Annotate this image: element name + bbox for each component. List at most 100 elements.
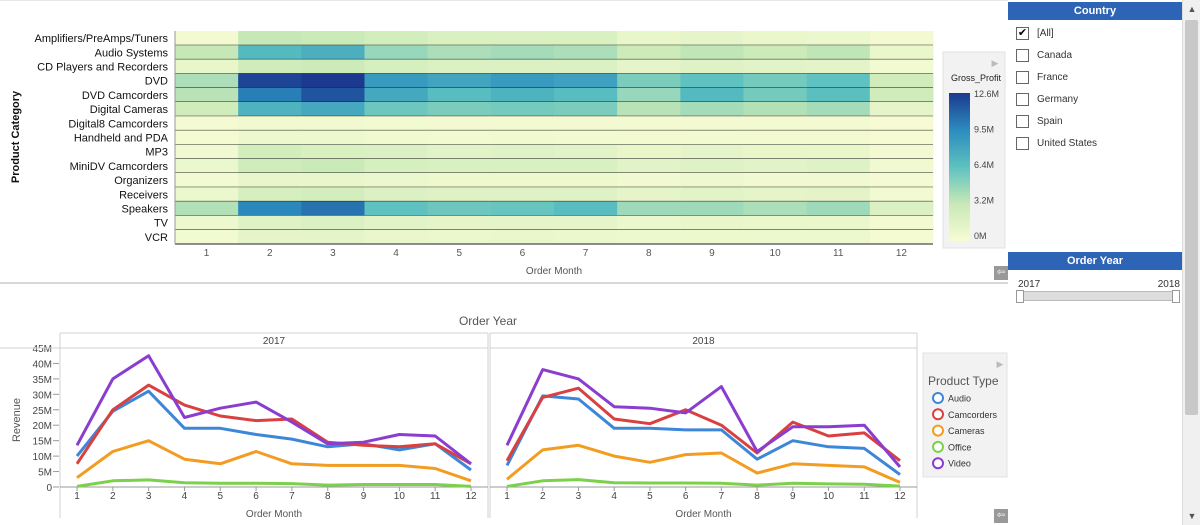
heatmap-cell [743, 229, 808, 245]
heatmap-cell [301, 144, 365, 160]
country-option[interactable]: ✔ [All] [1016, 22, 1176, 44]
heatmap-month-tick: 3 [330, 248, 336, 259]
heatmap-category-label: Organizers [114, 175, 168, 187]
heatmap-cell [238, 173, 302, 188]
revenue-back-icon[interactable]: ⇦ [994, 509, 1008, 523]
gross-profit-legend: ▶ Gross_Profit 12.6M 9.5M 6.4M 3.2M 0M [942, 51, 1006, 249]
revenue-y-tick: 0 [46, 483, 52, 494]
revenue-x-tick: 6 [253, 491, 259, 502]
heatmap-cell [554, 130, 618, 145]
revenue-x-tick: 9 [790, 491, 796, 502]
dashboard-canvas: Amplifiers/PreAmps/Tuners Audio Systems CD… [0, 0, 1008, 520]
checkbox-icon[interactable] [1016, 92, 1029, 106]
scroll-up-icon[interactable]: ▲ [1187, 4, 1197, 14]
heatmap-month-tick: 12 [896, 248, 908, 259]
heatmap-cell [301, 45, 365, 60]
revenue-x-tick: 11 [430, 491, 441, 502]
product-legend-swatch [932, 440, 944, 453]
heatmap-cell [427, 187, 492, 202]
heatmap-cell [364, 173, 429, 188]
heatmap-category-label: DVD Camcorders [82, 90, 169, 102]
heatmap-cell [617, 116, 681, 131]
revenue-series-line-camcorders [505, 386, 901, 462]
heatmap-cell [175, 158, 239, 174]
heatmap-month-tick: 1 [204, 248, 210, 259]
heatmap-month-tick: 4 [393, 248, 399, 259]
checkbox-icon[interactable] [1016, 136, 1029, 150]
heatmap-category-label: Digital8 Camcorders [68, 118, 168, 130]
scrollbar-thumb[interactable] [1185, 20, 1198, 415]
revenue-series-line-video [505, 368, 902, 468]
revenue-x-tick: 4 [182, 491, 188, 502]
heatmap-cell [301, 87, 365, 103]
checkbox-icon[interactable] [1016, 70, 1029, 84]
heatmap-cell [554, 215, 618, 231]
heatmap-cell [743, 116, 808, 131]
heatmap-cell [301, 158, 365, 174]
heatmap-cell [680, 116, 744, 131]
heatmap-category-label: CD Players and Recorders [37, 62, 168, 74]
heatmap-cell [743, 45, 808, 60]
heatmap-cell [490, 116, 555, 131]
heatmap-cell [554, 158, 618, 174]
heatmap-cell [806, 229, 871, 245]
heatmap-cell [364, 215, 429, 231]
heatmap-cell [427, 158, 492, 174]
heatmap-cell [680, 73, 744, 89]
heatmap-cell [617, 45, 681, 60]
heatmap-cell [743, 144, 808, 160]
heatmap-cell [175, 144, 239, 160]
revenue-x-tick: 10 [394, 491, 406, 502]
country-option[interactable]: France [1016, 66, 1176, 88]
legend-tick-label: 6.4M [974, 160, 994, 170]
revenue-x-tick: 3 [576, 491, 582, 502]
heatmap-cell [617, 229, 681, 245]
heatmap-cell [238, 116, 302, 131]
product-legend-label: Camcorders [948, 410, 998, 420]
heatmap-cell [238, 87, 302, 103]
heatmap-cell [680, 31, 744, 46]
checkbox-icon[interactable] [1016, 48, 1029, 62]
heatmap-cell [490, 102, 555, 117]
revenue-x-tick: 1 [504, 491, 510, 502]
year-slider-min-handle[interactable] [1016, 290, 1024, 303]
heatmap-cell [554, 116, 618, 131]
heatmap-cell [238, 59, 302, 74]
country-option[interactable]: Germany [1016, 88, 1176, 110]
product-legend-label: Office [948, 442, 971, 452]
heatmap-cell [175, 173, 239, 188]
country-option-label: Germany [1037, 93, 1079, 105]
checkbox-checked-icon[interactable]: ✔ [1016, 26, 1029, 40]
heatmap-cell [238, 215, 302, 231]
heatmap-month-tick: 8 [646, 248, 652, 259]
scroll-down-icon[interactable]: ▼ [1187, 511, 1197, 521]
country-option[interactable]: Canada [1016, 44, 1176, 66]
country-option[interactable]: Spain [1016, 110, 1176, 132]
year-range-slider[interactable] [1016, 290, 1180, 303]
heatmap-category-label: Receivers [119, 189, 168, 201]
vertical-scrollbar[interactable]: ▲ ▼ [1182, 0, 1200, 525]
heatmap-cell [806, 102, 871, 117]
heatmap-cell [301, 73, 365, 89]
revenue-series-line-cameras [506, 443, 901, 484]
revenue-y-tick: 15M [33, 437, 52, 448]
year-slider-max-handle[interactable] [1172, 290, 1180, 303]
product-legend-swatch [932, 457, 944, 470]
heatmap-cell [680, 158, 744, 174]
heatmap-cell [175, 187, 239, 202]
checkbox-icon[interactable] [1016, 114, 1029, 128]
product-legend-label: Cameras [948, 426, 985, 436]
year-range-min-label: 2017 [1018, 279, 1041, 290]
heatmap-cell [743, 158, 808, 174]
revenue-x-tick: 10 [823, 491, 835, 502]
heatmap-month-tick: 11 [833, 248, 844, 259]
heatmap-category-label: TV [154, 218, 169, 230]
heatmap-back-icon[interactable]: ⇦ [994, 266, 1008, 280]
country-option[interactable]: United States [1016, 132, 1176, 154]
heatmap-cell [490, 229, 555, 245]
heatmap-cell [301, 201, 365, 216]
revenue-x-tick: 3 [146, 491, 152, 502]
heatmap-cell [869, 173, 934, 188]
heatmap-cell [680, 144, 744, 160]
